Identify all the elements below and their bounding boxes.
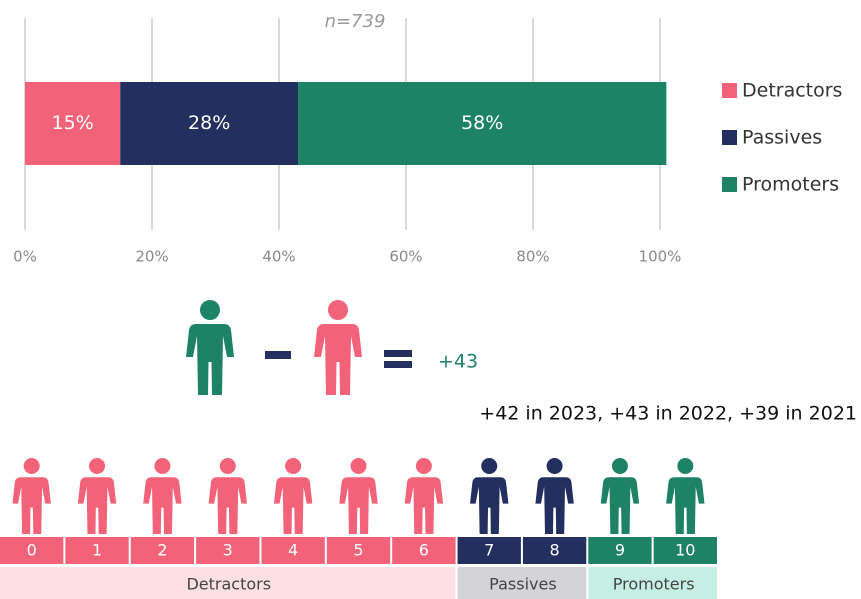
person-icon — [143, 477, 182, 534]
person-icon — [219, 458, 236, 474]
x-tick-label: 0% — [13, 248, 37, 266]
score-label: 8 — [549, 541, 559, 560]
subtitle: n=739 — [325, 11, 386, 32]
score-cell — [130, 537, 195, 564]
person-icon — [611, 458, 628, 474]
x-tick-label: 80% — [516, 248, 549, 266]
score-cell — [653, 537, 717, 564]
score-label: 4 — [288, 541, 298, 560]
person-icon — [470, 477, 509, 534]
legend-label: Passives — [742, 127, 822, 149]
group-band — [0, 567, 456, 599]
minus-sign — [265, 351, 291, 359]
group-band — [457, 567, 587, 599]
person-icon — [415, 458, 432, 474]
equals-sign — [384, 350, 412, 357]
score-cell — [588, 537, 652, 564]
person-icon — [677, 458, 694, 474]
data-label: 58% — [461, 112, 503, 134]
nps-history: +42 in 2023, +43 in 2022, +39 in 2021 — [479, 403, 857, 425]
person-icon — [339, 477, 378, 534]
score-cell — [457, 537, 521, 564]
score-label: 0 — [27, 541, 37, 560]
legend-swatch — [722, 83, 737, 98]
score-label: 3 — [223, 541, 233, 560]
person-icon — [273, 477, 313, 534]
legend-label: Promoters — [742, 174, 839, 196]
bar-segment — [298, 82, 667, 165]
person-icon — [666, 477, 705, 534]
score-label: 6 — [419, 541, 429, 560]
group-label: Detractors — [186, 575, 271, 594]
score-label: 5 — [353, 541, 363, 560]
score-cell — [326, 537, 391, 564]
legend-swatch — [722, 130, 737, 145]
x-tick-label: 100% — [639, 248, 682, 266]
person-icon — [208, 477, 247, 534]
score-cell — [392, 537, 456, 564]
x-tick-label: 60% — [389, 248, 422, 266]
legend-label: Detractors — [742, 80, 842, 102]
group-label: Promoters — [613, 575, 695, 594]
data-label: 28% — [188, 112, 230, 134]
person-icon — [546, 458, 563, 474]
person-icon — [77, 477, 117, 534]
score-cell — [0, 537, 64, 564]
detractor-icon — [328, 300, 348, 320]
score-label: 7 — [484, 541, 494, 560]
person-icon — [12, 477, 51, 534]
promoter-icon — [200, 300, 220, 320]
data-label: 15% — [52, 112, 94, 134]
score-label: 10 — [675, 541, 695, 560]
x-tick-label: 40% — [262, 248, 295, 266]
person-icon — [89, 458, 106, 474]
bar-segment — [25, 82, 121, 165]
person-icon — [481, 458, 498, 474]
person-icon — [600, 477, 640, 534]
score-label: 1 — [92, 541, 102, 560]
score-cell — [196, 537, 260, 564]
score-label: 2 — [157, 541, 167, 560]
person-icon — [154, 458, 171, 474]
x-tick-label: 20% — [135, 248, 168, 266]
equals-sign — [384, 361, 412, 368]
promoter-icon — [186, 324, 234, 395]
group-label: Passives — [489, 575, 557, 594]
score-cell — [522, 537, 587, 564]
person-icon — [23, 458, 40, 474]
detractor-icon — [314, 324, 362, 395]
score-label: 9 — [615, 541, 625, 560]
legend-swatch — [722, 177, 737, 192]
group-band — [588, 567, 717, 599]
bar-segment — [120, 82, 299, 165]
person-icon — [404, 477, 444, 534]
nps-score: +43 — [438, 351, 478, 373]
score-cell — [65, 537, 129, 564]
person-icon — [535, 477, 574, 534]
score-cell — [261, 537, 325, 564]
person-icon — [285, 458, 302, 474]
person-icon — [350, 458, 367, 474]
